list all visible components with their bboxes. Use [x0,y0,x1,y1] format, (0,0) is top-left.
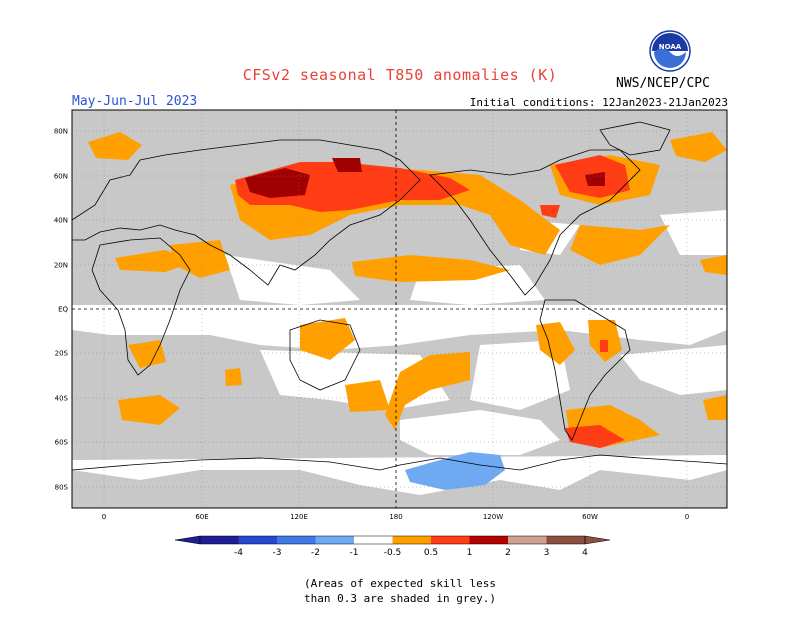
colorbar-label: 1 [467,548,473,558]
colorbar-swatch [277,536,316,544]
map-frame [71,109,728,509]
anomaly-orange [118,395,180,425]
colorbar-outline [199,535,586,545]
anomaly-orange [170,240,230,278]
colorbar-label: -4 [234,548,243,558]
skill-note: (Areas of expected skill less than 0.3 a… [0,576,800,606]
anomaly-orange [128,340,166,368]
colorbar-label: -1 [350,548,359,558]
colorbar-swatch [431,536,470,544]
agency-label: NWS/NCEP/CPC [616,76,710,91]
greenland-outline [599,121,671,156]
skill-note-line2: than 0.3 are shaded in grey.) [303,592,497,605]
lon-label: 120E [290,513,308,521]
anomaly-orange [225,368,242,386]
coastlines [71,121,728,471]
anomaly-orange [352,255,510,282]
anomaly-orange [703,395,727,420]
lon-label: 120W [483,513,503,521]
colorbar-label: -3 [273,548,282,558]
anomaly-orange [88,132,142,160]
colorbar-swatch [354,536,393,544]
colorbar-label: 2 [505,548,511,558]
north-america-outline [429,149,641,296]
lat-label: 40S [55,395,69,403]
colorbar-label: 3 [544,548,550,558]
equatorial-white-band [72,305,727,350]
colorbar-arrow-low [174,535,201,545]
lat-label: EQ [58,306,68,314]
anomaly-orange [300,318,355,360]
eurasia-outline [71,139,421,286]
anomaly-orange [345,380,390,412]
lat-label: 20N [54,262,68,270]
colorbar-swatch [238,536,277,544]
logo-text: NOAA [659,43,682,51]
lat-label: 60S [55,439,69,447]
season-label: May-Jun-Jul 2023 [72,94,198,109]
lon-label: 60W [582,513,598,521]
south-america-outline [539,299,631,441]
colorbar-label: 4 [582,548,588,558]
lat-label: 80S [55,484,69,492]
colorbar-swatch [546,536,585,544]
colorbar-label: 0.5 [424,548,438,558]
anomaly-orange [536,322,575,365]
lat-label: 40N [54,217,68,225]
lat-label: 80N [54,128,68,136]
anomaly-lightblue [405,452,505,490]
white-region [470,340,570,410]
anomaly-red [600,340,608,352]
colorbar-swatch [315,536,354,544]
anomaly-darkred [332,158,362,172]
noaa-logo: NOAA [649,30,691,72]
australia-outline [289,319,361,391]
colorbar-swatch [469,536,508,544]
colorbar-arrow-high [584,535,611,545]
anomaly-orange [385,352,470,430]
colorbar-swatch [508,536,547,544]
lat-label: 20S [55,350,69,358]
anomaly-darkred [245,168,310,198]
skill-note-line1: (Areas of expected skill less [303,577,497,590]
antarctica-outline [71,454,728,471]
anomaly-orange [570,225,670,265]
africa-outline [91,237,191,376]
colorbar-label: -2 [311,548,320,558]
white-region [620,345,727,395]
lon-label: 0 [685,513,689,521]
white-region [400,410,560,455]
lon-label: 0 [102,513,106,521]
colorbar: -4 -3 -2 -1 -0.5 0.5 1 2 3 4 [174,535,611,558]
lon-label: 180 [389,513,402,521]
white-region [660,210,727,255]
white-region [225,255,360,305]
anomaly-orange [700,255,727,275]
white-region [72,455,727,495]
lat-label: 60N [54,173,68,181]
anomaly-orange [670,132,727,162]
anomaly-red [540,205,560,218]
colorbar-swatch [200,536,239,544]
colorbar-label: -0.5 [384,548,402,558]
initial-conditions-label: Initial conditions: 12Jan2023-21Jan2023 [469,96,728,109]
lon-label: 60E [195,513,208,521]
colorbar-swatch [392,536,431,544]
chart-title: CFSv2 seasonal T850 anomalies (K) [242,66,558,84]
